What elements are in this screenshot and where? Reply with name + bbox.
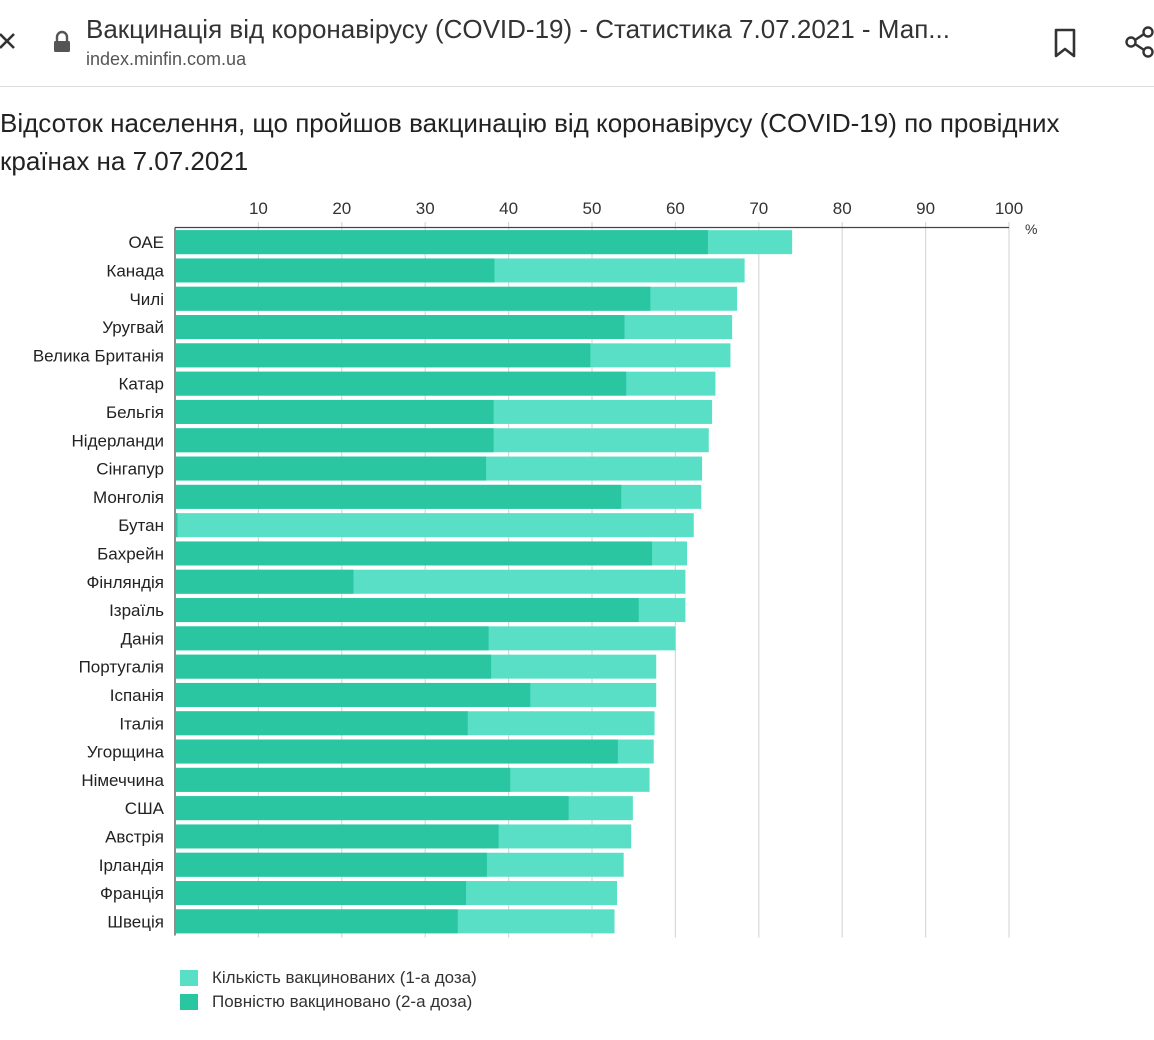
- bar-full-dose: [176, 371, 627, 396]
- bar-first-dose: [176, 513, 694, 538]
- y-tick-label: Данія: [121, 629, 164, 648]
- bar-chart: 10 20 30 40 50 60 70 80 90 100% ОАЕ Канада Чилі Уругв…: [33, 199, 1037, 938]
- x-tick-label: 60: [666, 199, 685, 218]
- x-tick-label: 70: [749, 199, 768, 218]
- unit-label: %: [1025, 221, 1037, 237]
- bar-full-dose: [176, 881, 467, 906]
- y-tick-label: Нідерланди: [72, 431, 164, 450]
- bar-full-dose: [176, 626, 489, 651]
- y-tick-label: Бутан: [118, 516, 164, 535]
- x-tick-label: 100: [995, 199, 1023, 218]
- close-icon: [0, 33, 15, 49]
- legend-swatch-first-dose: [180, 970, 198, 986]
- y-tick-label: Ізраїль: [109, 601, 164, 620]
- y-tick-label: Канада: [106, 261, 164, 280]
- y-tick-label: Швеція: [107, 912, 164, 931]
- legend-item-first-dose: Кількість вакцинованих (1-а доза): [180, 966, 477, 990]
- y-tick-label: Бельгія: [106, 403, 164, 422]
- close-button[interactable]: [0, 24, 24, 60]
- x-tick-label: 40: [499, 199, 518, 218]
- x-tick-label: 30: [416, 199, 435, 218]
- y-tick-label: Угорщина: [87, 743, 165, 762]
- share-icon: [1125, 26, 1154, 58]
- lock-icon: [52, 30, 72, 54]
- bar-full-dose: [176, 456, 487, 481]
- bar-full-dose: [176, 230, 708, 255]
- legend-label-full-dose: Повністю вакциновано (2-а доза): [212, 992, 473, 1011]
- bar-full-dose: [176, 711, 468, 736]
- bar-full-dose: [176, 258, 495, 283]
- bar-full-dose: [176, 598, 639, 623]
- legend: Кількість вакцинованих (1-а доза) Повніс…: [180, 966, 477, 1014]
- bar-full-dose: [176, 428, 494, 453]
- bar-full-dose: [176, 852, 487, 877]
- page-url: index.minfin.com.ua: [86, 49, 247, 69]
- share-button[interactable]: [1120, 24, 1154, 60]
- bar-full-dose: [176, 399, 494, 424]
- bar-full-dose: [176, 315, 625, 340]
- legend-item-full-dose: Повністю вакциновано (2-а доза): [180, 990, 477, 1014]
- bar-full-dose: [176, 569, 354, 594]
- y-tick-label: Чилі: [129, 290, 164, 309]
- bar-full-dose: [176, 541, 653, 566]
- bar-full-dose: [176, 824, 499, 849]
- y-tick-label: Австрія: [105, 827, 164, 846]
- browser-toolbar: Вакцинація від коронавірусу (COVID-19) -…: [0, 0, 1154, 87]
- y-tick-label: Сінгапур: [96, 460, 164, 479]
- bar-full-dose: [176, 343, 591, 368]
- x-tick-label: 10: [249, 199, 268, 218]
- x-tick-label: 50: [583, 199, 602, 218]
- bar-full-dose: [176, 796, 569, 821]
- x-tick-label: 80: [833, 199, 852, 218]
- page-title: Вакцинація від коронавірусу (COVID-19) -…: [86, 14, 950, 44]
- bar-full-dose: [176, 682, 531, 707]
- bar-full-dose: [176, 513, 178, 538]
- bookmark-icon: [1054, 28, 1076, 58]
- y-tick-label: Монголія: [93, 488, 164, 507]
- bar-full-dose: [176, 484, 622, 509]
- bar-full-dose: [176, 909, 458, 934]
- y-tick-label: Португалія: [79, 658, 164, 677]
- chart-title: Відсоток населення, що пройшов вакцинаці…: [0, 108, 1060, 176]
- legend-label-first-dose: Кількість вакцинованих (1-а доза): [212, 968, 477, 987]
- bookmark-button[interactable]: [1050, 24, 1082, 60]
- y-tick-label: Ірландія: [99, 856, 164, 875]
- y-tick-label: Німеччина: [81, 771, 164, 790]
- y-tick-label: Іспанія: [110, 686, 164, 705]
- y-tick-label: Катар: [119, 375, 165, 394]
- y-tick-label: Уругвай: [102, 318, 164, 337]
- x-tick-label: 90: [916, 199, 935, 218]
- x-tick-label: 20: [332, 199, 351, 218]
- y-tick-label: Франція: [100, 884, 164, 903]
- y-tick-label: США: [125, 799, 165, 818]
- bar-full-dose: [176, 654, 492, 679]
- bar-full-dose: [176, 286, 651, 311]
- y-tick-label: Фінляндія: [86, 573, 164, 592]
- bar-full-dose: [176, 739, 618, 764]
- y-tick-label: Бахрейн: [97, 544, 164, 563]
- legend-swatch-full-dose: [180, 994, 198, 1010]
- y-tick-label: Велика Британія: [33, 346, 164, 365]
- y-tick-label: Італія: [119, 714, 164, 733]
- bar-full-dose: [176, 767, 511, 792]
- y-tick-label: ОАЕ: [128, 233, 164, 252]
